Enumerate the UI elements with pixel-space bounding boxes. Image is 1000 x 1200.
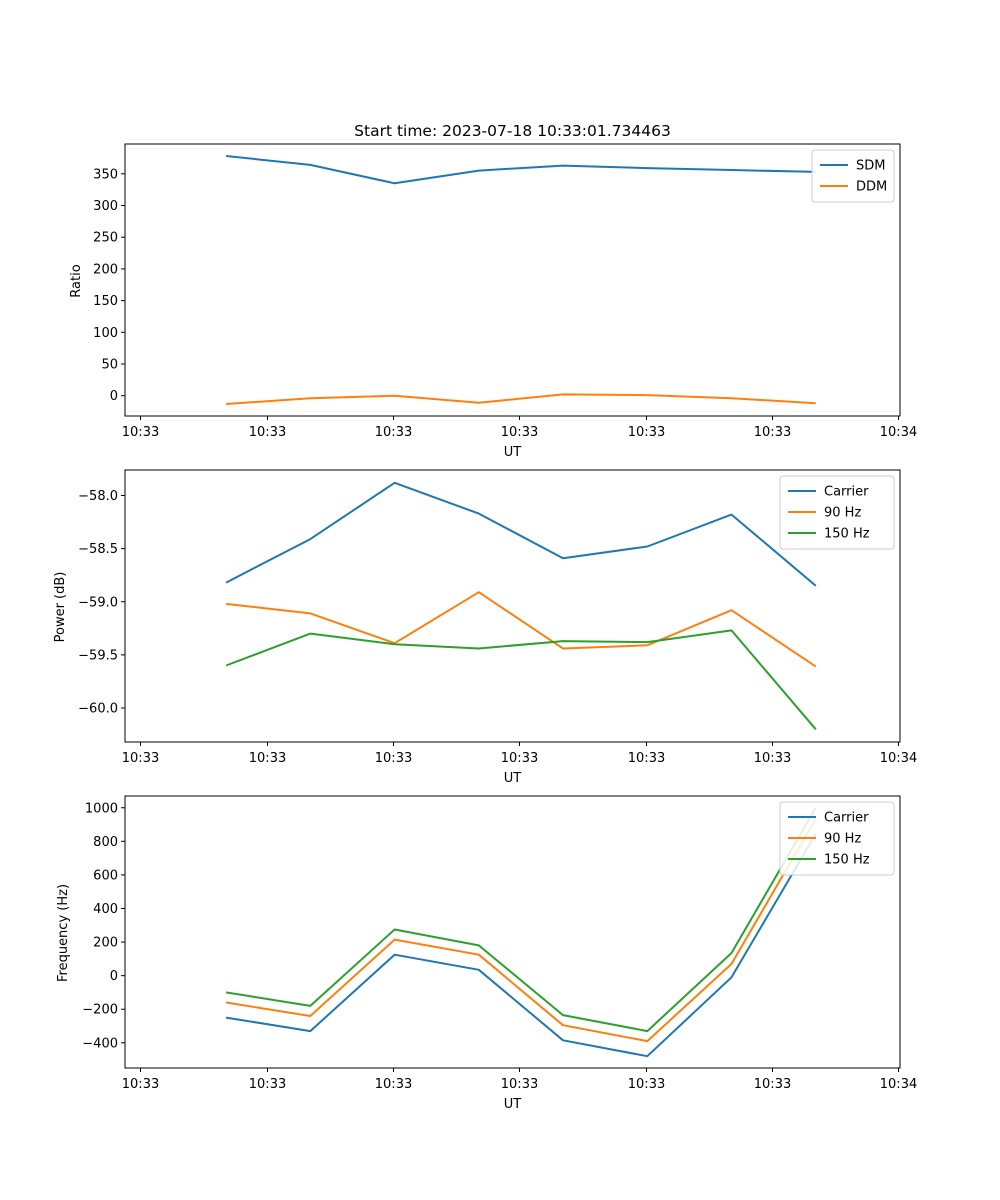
y-tick-label: 800 xyxy=(93,835,118,850)
y-tick-label: 300 xyxy=(93,199,118,214)
legend-label: SDM xyxy=(856,159,885,174)
plot-frame xyxy=(124,143,901,417)
y-tick-label: −58.0 xyxy=(78,489,118,504)
plot-frame xyxy=(124,795,901,1069)
x-tick-label: 10:33 xyxy=(122,751,159,766)
x-tick-label: 10:33 xyxy=(249,1077,286,1092)
y-tick-label: −59.5 xyxy=(78,648,118,663)
x-tick-label: 10:33 xyxy=(249,425,286,440)
legend-label: 150 Hz xyxy=(824,853,870,868)
plot-area xyxy=(225,807,817,1058)
series-line-150-hz xyxy=(225,629,817,730)
legend-label: DDM xyxy=(856,180,887,195)
ratio-chart-panel: Start time: 2023-07-18 10:33:01.734463 U… xyxy=(69,122,917,460)
x-tick-label: 10:33 xyxy=(375,1077,412,1092)
y-tick-label: 0 xyxy=(110,389,118,404)
y-tick-label: 50 xyxy=(101,358,118,373)
y-tick-label: 250 xyxy=(93,231,118,246)
x-tick-label: 10:33 xyxy=(628,1077,665,1092)
x-tick-label: 10:33 xyxy=(375,425,412,440)
plot-area xyxy=(225,155,816,405)
y-axis-title: Power (dB) xyxy=(53,572,68,643)
y-tick-label: 150 xyxy=(93,294,118,309)
x-tick-label: 10:33 xyxy=(628,425,665,440)
y-tick-label: −60.0 xyxy=(78,702,118,717)
series-line-ddm xyxy=(226,393,816,405)
y-tick-label: 0 xyxy=(110,969,118,984)
y-tick-label: 1000 xyxy=(85,801,118,816)
y-tick-label: −400 xyxy=(82,1036,118,1051)
x-axis-title: UT xyxy=(504,445,522,460)
x-tick-label: 10:33 xyxy=(501,751,538,766)
y-tick-label: 600 xyxy=(93,868,118,883)
legend-label: Carrier xyxy=(824,485,869,500)
x-tick-label: 10:34 xyxy=(880,1077,917,1092)
chart-title: Start time: 2023-07-18 10:33:01.734463 xyxy=(354,122,671,140)
y-axis-title: Frequency (Hz) xyxy=(56,884,71,982)
frequency-chart-panel: UT Frequency (Hz) −400 −200 0 200 400 600 800 1… xyxy=(56,795,917,1112)
legend-label: 90 Hz xyxy=(824,832,861,847)
legend-label: Carrier xyxy=(824,811,869,826)
x-tick-label: 10:33 xyxy=(249,751,286,766)
power-chart-panel: UT Power (dB) −58.0 −58.5 −59.0 −59.5 −60.0 1… xyxy=(53,469,917,786)
x-tick-label: 10:34 xyxy=(880,751,917,766)
x-axis-title: UT xyxy=(504,771,522,786)
x-tick-label: 10:33 xyxy=(501,1077,538,1092)
y-tick-label: 100 xyxy=(93,326,118,341)
series-line-90-hz xyxy=(225,591,817,668)
x-tick-label: 10:33 xyxy=(754,425,791,440)
y-axis-title: Ratio xyxy=(69,264,84,297)
series-line-carrier xyxy=(225,481,817,587)
x-tick-label: 10:33 xyxy=(754,1077,791,1092)
series-line-carrier xyxy=(225,833,817,1058)
x-tick-label: 10:33 xyxy=(375,751,412,766)
legend: Carrier 90 Hz 150 Hz xyxy=(779,475,895,550)
y-tick-label: 400 xyxy=(93,902,118,917)
y-tick-label: −200 xyxy=(82,1003,118,1018)
x-tick-label: 10:33 xyxy=(754,751,791,766)
legend: Carrier 90 Hz 150 Hz xyxy=(779,801,895,876)
y-tick-label: 200 xyxy=(93,936,118,951)
plot-frame xyxy=(124,469,901,743)
x-tick-label: 10:33 xyxy=(122,1077,159,1092)
legend-box xyxy=(779,475,895,550)
legend-box xyxy=(779,801,895,876)
legend-label: 90 Hz xyxy=(824,506,861,521)
x-tick-label: 10:33 xyxy=(122,425,159,440)
series-line-sdm xyxy=(225,155,816,185)
y-tick-label: −59.0 xyxy=(78,595,118,610)
x-tick-label: 10:34 xyxy=(880,425,917,440)
legend-box xyxy=(811,149,895,203)
x-tick-label: 10:33 xyxy=(501,425,538,440)
y-tick-label: −58.5 xyxy=(78,542,118,557)
y-tick-label: 200 xyxy=(93,262,118,277)
y-tick-label: 350 xyxy=(93,167,118,182)
plot-area xyxy=(225,481,817,730)
legend: SDM DDM xyxy=(811,149,895,203)
series-line-150-hz xyxy=(225,807,817,1033)
x-axis-title: UT xyxy=(504,1097,522,1112)
series-line-90-hz xyxy=(225,818,817,1043)
x-tick-label: 10:33 xyxy=(628,751,665,766)
legend-label: 150 Hz xyxy=(824,527,870,542)
